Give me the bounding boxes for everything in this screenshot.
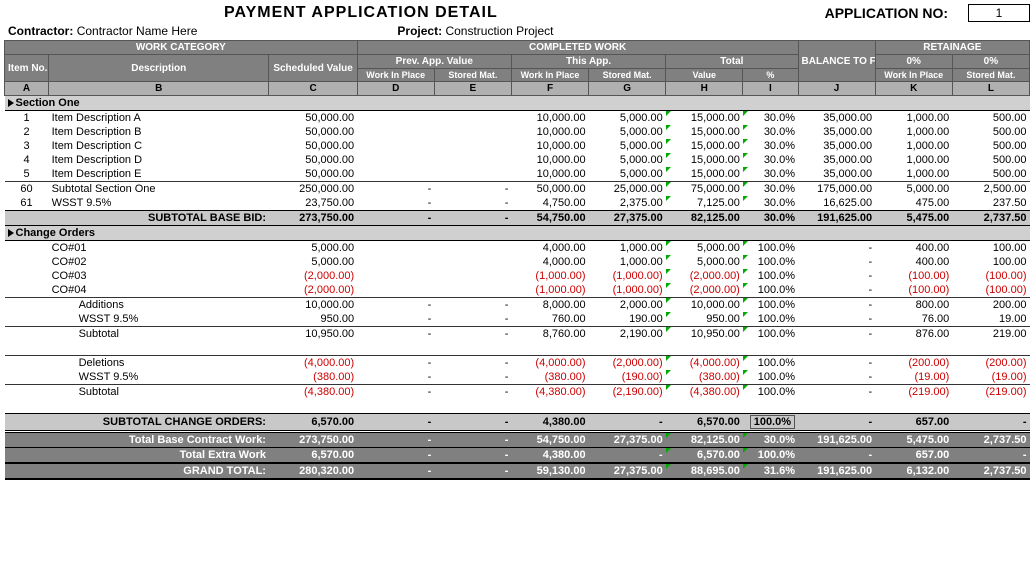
hdr-h: Value — [666, 69, 743, 82]
table-row: WSST 9.5%950.00--760.00190.00950.00100.0… — [5, 312, 1030, 327]
table-row: CO#015,000.004,000.001,000.005,000.00100… — [5, 241, 1030, 256]
hdr-l: Stored Mat. — [952, 69, 1029, 82]
table-row: 61WSST 9.5%23,750.00--4,750.002,375.007,… — [5, 196, 1030, 211]
table-row: GRAND TOTAL:280,320.00--59,130.0027,375.… — [5, 463, 1030, 479]
contractor-name: Contractor Name Here — [77, 24, 198, 38]
col-E: E — [434, 82, 511, 96]
table-row: Subtotal10,950.00--8,760.002,190.0010,95… — [5, 327, 1030, 342]
col-K: K — [875, 82, 952, 96]
table-row: CO#03(2,000.00)(1,000.00)(1,000.00)(2,00… — [5, 269, 1030, 283]
table-row: 1Item Description A50,000.0010,000.005,0… — [5, 111, 1030, 126]
section-header: Section One — [5, 96, 1030, 111]
hdr-f: Work In Place — [511, 69, 588, 82]
hdr-k: Work In Place — [875, 69, 952, 82]
table-row: 4Item Description D50,000.0010,000.005,0… — [5, 153, 1030, 167]
col-C: C — [269, 82, 357, 96]
hdr-ret-pct-k: 0% — [875, 55, 952, 69]
hdr-balance: BALANCE TO FINISH — [798, 41, 875, 82]
col-A: A — [5, 82, 49, 96]
contractor-label: Contractor: — [8, 24, 73, 38]
table-row: SUBTOTAL BASE BID:273,750.00--54,750.002… — [5, 211, 1030, 226]
table-row: Deletions(4,000.00)--(4,000.00)(2,000.00… — [5, 356, 1030, 371]
table-row: Total Extra Work6,570.00--4,380.00-6,570… — [5, 448, 1030, 464]
hdr-d: Work In Place — [357, 69, 434, 82]
payment-table: WORK CATEGORY COMPLETED WORK BALANCE TO … — [4, 40, 1030, 480]
col-G: G — [589, 82, 666, 96]
appno-label: APPLICATION NO: — [825, 5, 948, 21]
hdr-total: Total — [666, 55, 798, 69]
section-header: Change Orders — [5, 226, 1030, 241]
appno-box: 1 — [968, 4, 1030, 22]
col-I: I — [743, 82, 798, 96]
hdr-prev-app: Prev. App. Value — [357, 55, 511, 69]
col-H: H — [666, 82, 743, 96]
hdr-g: Stored Mat. — [589, 69, 666, 82]
col-L: L — [952, 82, 1029, 96]
table-row: WSST 9.5%(380.00)--(380.00)(190.00)(380.… — [5, 370, 1030, 385]
table-row: 2Item Description B50,000.0010,000.005,0… — [5, 125, 1030, 139]
col-B: B — [49, 82, 269, 96]
hdr-ret-pct-l: 0% — [952, 55, 1029, 69]
table-row: Additions10,000.00--8,000.002,000.0010,0… — [5, 298, 1030, 313]
hdr-retainage: RETAINAGE — [875, 41, 1029, 55]
project-name: Construction Project — [445, 24, 553, 38]
table-row: CO#04(2,000.00)(1,000.00)(1,000.00)(2,00… — [5, 283, 1030, 298]
hdr-description: Description — [49, 55, 269, 82]
table-row: 3Item Description C50,000.0010,000.005,0… — [5, 139, 1030, 153]
page-title: PAYMENT APPLICATION DETAIL — [224, 4, 498, 22]
hdr-e: Stored Mat. — [434, 69, 511, 82]
table-row: CO#025,000.004,000.001,000.005,000.00100… — [5, 255, 1030, 269]
project-label: Project: — [397, 24, 442, 38]
hdr-scheduled-value: Scheduled Value — [269, 55, 357, 82]
hdr-i: % — [743, 69, 798, 82]
table-row: 5Item Description E50,000.0010,000.005,0… — [5, 167, 1030, 182]
table-row: SUBTOTAL CHANGE ORDERS:6,570.00--4,380.0… — [5, 414, 1030, 432]
col-F: F — [511, 82, 588, 96]
table-row: Total Base Contract Work:273,750.00--54,… — [5, 432, 1030, 448]
hdr-item-no: Item No. — [5, 55, 49, 82]
hdr-completed-work: COMPLETED WORK — [357, 41, 798, 55]
hdr-work-category: WORK CATEGORY — [5, 41, 358, 55]
table-row: Subtotal(4,380.00)--(4,380.00)(2,190.00)… — [5, 385, 1030, 400]
col-J: J — [798, 82, 875, 96]
hdr-this-app: This App. — [511, 55, 665, 69]
table-row: 60Subtotal Section One250,000.00--50,000… — [5, 182, 1030, 197]
col-D: D — [357, 82, 434, 96]
